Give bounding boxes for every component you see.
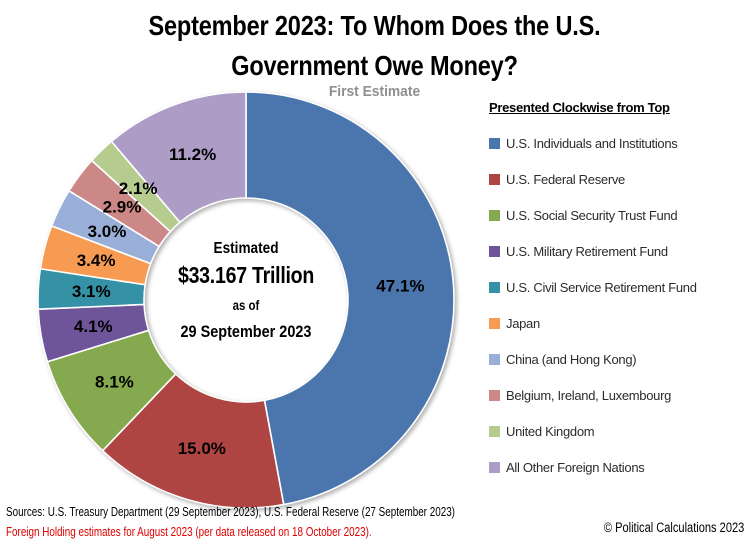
legend-item-6: Japan	[489, 316, 745, 331]
legend-item-5: U.S. Civil Service Retirement Fund	[489, 280, 745, 295]
legend-item-label: U.S. Civil Service Retirement Fund	[506, 279, 697, 295]
donut-slice-10	[110, 91, 247, 224]
page-title: September 2023: To Whom Does the U.S. Go…	[60, 6, 689, 86]
legend-item-2: U.S. Federal Reserve	[489, 172, 745, 187]
foreign-holdings-note: Foreign Holding estimates for August 202…	[6, 524, 372, 539]
center-estimated-label: Estimated	[213, 240, 279, 257]
legend-swatch-icon	[489, 209, 500, 221]
slice-label-2: 15.0%	[178, 439, 226, 458]
slice-label-7: 3.0%	[88, 222, 127, 241]
footer: Sources: U.S. Treasury Department (29 Se…	[6, 505, 574, 540]
legend-item-label: U.S. Social Security Trust Fund	[506, 207, 678, 223]
slice-label-3: 8.1%	[95, 372, 134, 391]
slice-label-1: 47.1%	[376, 276, 424, 295]
legend-heading: Presented Clockwise from Top	[489, 100, 670, 115]
legend-item-10: All Other Foreign Nations	[489, 460, 745, 475]
sources-line: Sources: U.S. Treasury Department (29 Se…	[6, 505, 455, 519]
legend-item-label: Japan	[506, 315, 540, 331]
legend-swatch-icon	[489, 281, 500, 293]
legend-swatch-icon	[489, 137, 500, 149]
donut-slice-2	[101, 373, 285, 509]
legend-item-label: Belgium, Ireland, Luxembourg	[506, 387, 672, 403]
legend-swatch-icon	[489, 461, 500, 473]
donut-ring	[37, 91, 455, 509]
legend-item-label: U.S. Military Retirement Fund	[506, 243, 668, 259]
legend-item-9: United Kingdom	[489, 424, 745, 439]
chart-subtitle: First Estimate	[328, 83, 421, 100]
legend-swatch-icon	[489, 425, 500, 437]
slice-label-8: 2.9%	[103, 197, 142, 216]
donut-center-label: Estimated $33.167 Trillion as of 29 Sept…	[161, 240, 331, 342]
legend-item-3: U.S. Social Security Trust Fund	[489, 208, 745, 223]
slice-label-4: 4.1%	[74, 317, 113, 336]
legend-item-label: U.S. Federal Reserve	[506, 171, 625, 187]
slice-label-5: 3.1%	[72, 282, 111, 301]
slice-labels: 47.1% 15.0% 8.1% 4.1% 3.1% 3.4% 3.0% 2.9%2.1% 11…	[72, 145, 425, 458]
legend-swatch-icon	[489, 389, 500, 401]
donut-slice-1	[245, 91, 455, 506]
legend-item-label: China (and Hong Kong)	[506, 351, 637, 367]
copyright: © Political Calculations 2023	[603, 520, 744, 535]
center-asof-label: as of	[232, 298, 260, 313]
legend-item-8: Belgium, Ireland, Luxembourg	[489, 388, 745, 403]
legend-item-1: U.S. Individuals and Institutions	[489, 136, 745, 151]
slice-label-9: 2.1%	[119, 179, 158, 198]
page-title-line1: September 2023: To Whom Does the U.S.	[148, 10, 601, 41]
legend-swatch-icon	[489, 317, 500, 329]
center-date: 29 September 2023	[180, 322, 312, 341]
legend-items: U.S. Individuals and Institutions U.S. Fe…	[489, 136, 745, 475]
legend: Presented Clockwise from Top U.S. Indivi…	[489, 100, 745, 475]
page-title-line2: Government Owe Money?	[231, 50, 518, 81]
legend-item-label: All Other Foreign Nations	[506, 459, 645, 475]
slice-label-6: 3.4%	[77, 251, 116, 270]
legend-swatch-icon	[489, 245, 500, 257]
legend-swatch-icon	[489, 173, 500, 185]
legend-item-4: U.S. Military Retirement Fund	[489, 244, 745, 259]
legend-swatch-icon	[489, 353, 500, 365]
slice-label-10: 11.2%	[169, 145, 216, 164]
center-total-value: $33.167 Trillion	[177, 262, 315, 288]
legend-item-7: China (and Hong Kong)	[489, 352, 745, 367]
legend-item-label: United Kingdom	[506, 423, 595, 439]
legend-item-label: U.S. Individuals and Institutions	[506, 135, 678, 151]
